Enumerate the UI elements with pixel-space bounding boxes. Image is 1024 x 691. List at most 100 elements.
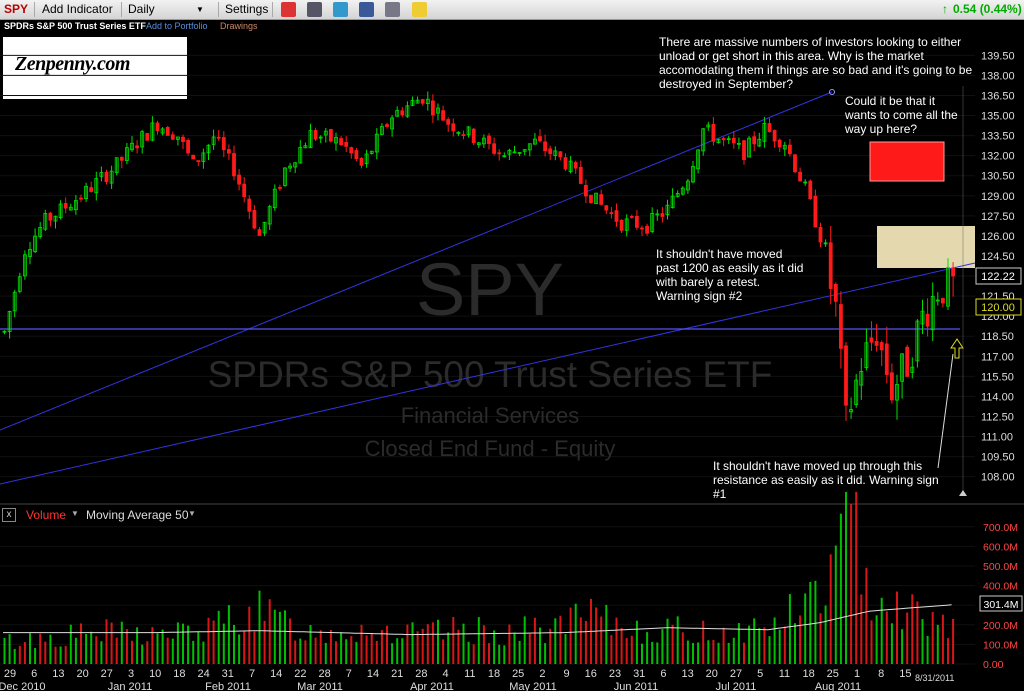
volume-bar: [299, 638, 302, 664]
volume-bar: [472, 644, 475, 664]
volume-bar: [447, 632, 450, 664]
save-icon[interactable]: [307, 2, 322, 17]
target-zone-red: [869, 141, 945, 182]
ma-label[interactable]: Moving Average 50: [86, 508, 189, 522]
candle-body: [456, 131, 461, 134]
x-tick-label: 27: [730, 668, 742, 680]
volume-bar: [549, 628, 552, 664]
volume-bar: [74, 637, 77, 664]
volume-bar: [197, 631, 200, 664]
symbol-input[interactable]: SPY: [4, 2, 29, 16]
candle-body: [109, 170, 114, 184]
chevron-down-icon[interactable]: ▼: [71, 509, 79, 518]
watermark-name: SPDRs S&P 500 Trust Series ETF: [208, 354, 773, 395]
candle-body: [747, 137, 751, 158]
volume-bar: [697, 642, 700, 664]
volume-bar: [788, 594, 791, 664]
facebook-icon[interactable]: [359, 2, 374, 17]
volume-bar: [513, 632, 516, 664]
candle-body: [874, 340, 879, 346]
settings-button[interactable]: Settings: [225, 2, 269, 16]
volume-bar: [273, 609, 276, 664]
x-tick-label: 14: [367, 668, 379, 680]
x-month-label: Feb 2011: [205, 681, 251, 691]
x-tick-label: 29: [4, 668, 16, 680]
candle-body: [502, 155, 507, 158]
volume-bar: [253, 631, 256, 664]
scroll-up-arrow[interactable]: [959, 490, 967, 496]
candle-body: [492, 143, 497, 154]
candle-body: [441, 110, 446, 121]
trendline-upper[interactable]: [0, 91, 833, 431]
volume-bar: [916, 601, 919, 664]
candle-body: [165, 126, 170, 136]
volume-bar: [845, 491, 847, 664]
annotation-bottom: It shouldn't have moved up through this …: [713, 459, 939, 501]
candle-body: [533, 138, 537, 145]
candle-body: [43, 213, 48, 230]
volume-bar: [498, 644, 501, 664]
volume-bar: [136, 627, 139, 664]
volume-bar: [488, 643, 490, 664]
print-icon[interactable]: [281, 2, 296, 17]
x-tick-label: 28: [318, 668, 330, 680]
interval-select[interactable]: Daily: [128, 2, 155, 16]
volume-bar: [890, 623, 893, 664]
volume-bar: [64, 645, 67, 664]
x-tick-label: 28: [415, 668, 427, 680]
volume-bar: [855, 491, 858, 664]
candle-body: [481, 137, 486, 145]
volume-bar: [630, 635, 633, 664]
candle-body: [589, 194, 593, 203]
note-icon[interactable]: [412, 2, 427, 17]
volume-bar: [829, 554, 832, 664]
candle-body: [584, 184, 588, 197]
candle-body: [257, 229, 262, 236]
twitter-icon[interactable]: [333, 2, 348, 17]
trendline-lower[interactable]: [0, 262, 976, 485]
candle-body: [99, 172, 104, 177]
x-tick-label: 3: [128, 668, 134, 680]
volume-bar: [941, 614, 944, 664]
candle-body: [38, 227, 43, 237]
x-month-label: Apr 2011: [410, 681, 454, 691]
drawings-link[interactable]: Drawings: [220, 21, 258, 31]
volume-bar: [482, 625, 485, 664]
price-tick-label: 108.00: [981, 472, 1015, 484]
volume-label[interactable]: Volume: [26, 508, 67, 522]
candle-body: [522, 149, 527, 152]
volume-bar: [493, 630, 496, 664]
x-tick-label: 6: [660, 668, 666, 680]
candle-body: [226, 149, 231, 154]
candle-body: [471, 128, 476, 144]
volume-bar: [503, 645, 506, 664]
candle-body: [395, 110, 400, 117]
add-to-portfolio-link[interactable]: Add to Portfolio: [146, 21, 208, 31]
annotation-top: There are massive numbers of investors l…: [659, 35, 973, 91]
volume-toolbar: x Volume ▼ Moving Average 50 ▼: [0, 506, 400, 524]
chevron-down-icon[interactable]: ▼: [196, 5, 204, 14]
volume-bar: [559, 615, 562, 664]
candle-body: [890, 372, 894, 401]
subbar: SPDRs S&P 500 Trust Series ETF Add to Po…: [0, 20, 1024, 34]
candle-body: [114, 157, 119, 173]
candle-body: [614, 210, 619, 222]
volume-bar: [666, 618, 669, 664]
volume-bar: [620, 627, 623, 664]
volume-bar: [187, 625, 190, 664]
logo-text: Zenpenny.com: [15, 53, 130, 75]
candle-body: [451, 123, 456, 132]
candle-body: [645, 225, 649, 234]
volume-bar: [233, 624, 235, 664]
volume-bar: [350, 636, 353, 664]
trendline-handle[interactable]: [829, 89, 835, 95]
chevron-down-icon[interactable]: ▼: [188, 509, 196, 518]
volume-bar: [375, 640, 378, 664]
volume-bar: [625, 638, 628, 664]
add-indicator-button[interactable]: Add Indicator: [42, 2, 113, 16]
candle-body: [104, 171, 109, 182]
candle-body: [920, 310, 925, 325]
share-icon[interactable]: [385, 2, 400, 17]
close-icon[interactable]: x: [2, 508, 16, 522]
